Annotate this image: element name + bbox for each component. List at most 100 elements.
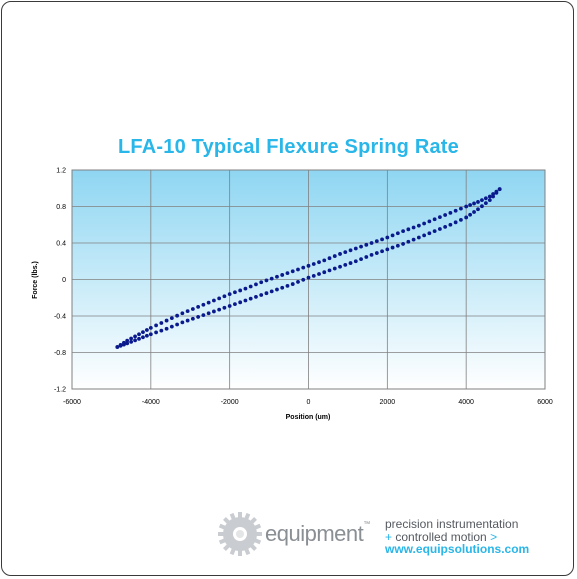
- data-points: [115, 187, 502, 349]
- x-axis-label: Position (um): [286, 414, 331, 421]
- data-point-marker: [427, 219, 432, 224]
- tagline-precision: precision instrumentation: [385, 517, 519, 531]
- data-point: [487, 194, 492, 199]
- data-point-marker: [264, 278, 269, 283]
- data-point: [338, 264, 342, 269]
- x-tick-label: 2000: [380, 399, 396, 406]
- y-tick-label: -1.2: [54, 387, 66, 394]
- data-point-marker: [364, 242, 369, 247]
- data-point-marker: [427, 231, 432, 236]
- x-tick-label: -2000: [221, 399, 239, 406]
- data-point: [275, 274, 279, 279]
- data-point-marker: [280, 285, 285, 290]
- data-point-marker: [248, 296, 253, 301]
- data-point-marker: [280, 273, 285, 277]
- data-point-marker: [217, 307, 222, 312]
- data-point-marker: [311, 262, 316, 266]
- data-point-marker: [343, 263, 348, 267]
- data-point-marker: [437, 227, 442, 231]
- data-point-marker: [327, 256, 332, 261]
- data-point-marker: [154, 323, 158, 328]
- data-point-marker: [494, 189, 499, 194]
- data-point: [353, 259, 358, 264]
- data-point-marker: [472, 210, 476, 214]
- data-point-marker: [129, 339, 134, 344]
- data-point: [448, 222, 453, 227]
- data-point: [338, 252, 342, 256]
- data-point: [196, 315, 201, 319]
- data-point-marker: [411, 237, 416, 242]
- data-point-marker: [468, 203, 473, 207]
- data-point-marker: [144, 333, 149, 338]
- data-point-marker: [201, 313, 206, 317]
- chart-title: LFA-10 Typical Flexure Spring Rate: [118, 136, 459, 158]
- data-point: [432, 229, 437, 234]
- data-point: [243, 286, 248, 291]
- data-point-marker: [264, 291, 269, 296]
- data-point-marker: [201, 302, 206, 307]
- data-point-marker: [254, 282, 258, 287]
- brand-name: equipment™: [265, 521, 370, 546]
- x-tick-label: -4000: [142, 399, 160, 406]
- data-point-marker: [175, 313, 180, 318]
- data-point-marker: [129, 336, 134, 341]
- data-point-marker: [185, 318, 190, 323]
- data-point: [464, 215, 469, 220]
- data-point: [227, 304, 232, 308]
- data-point-marker: [144, 328, 149, 332]
- data-point-marker: [406, 227, 411, 232]
- data-point: [290, 269, 295, 274]
- data-point-marker: [380, 237, 384, 242]
- data-point-marker: [332, 266, 337, 271]
- data-point: [432, 217, 437, 222]
- data-point: [416, 223, 421, 228]
- data-point-marker: [169, 316, 174, 321]
- x-tick-labels: -6000 -4000 -2000 0 2000 4000 6000: [63, 399, 553, 406]
- data-point: [476, 200, 480, 204]
- data-point: [164, 326, 169, 331]
- data-point-marker: [480, 198, 484, 203]
- data-point-marker: [374, 251, 379, 255]
- data-point-marker: [317, 272, 321, 276]
- data-point-marker: [468, 212, 473, 217]
- data-point: [259, 280, 264, 285]
- data-point-marker: [238, 288, 243, 293]
- data-point-marker: [269, 276, 274, 281]
- data-point-marker: [453, 220, 458, 225]
- data-point-marker: [222, 305, 227, 310]
- data-point: [148, 325, 153, 330]
- data-point: [196, 304, 201, 309]
- data-point-marker: [206, 300, 211, 305]
- y-tick-label: 1.2: [56, 168, 66, 175]
- data-point-marker: [169, 324, 174, 329]
- data-point-marker: [233, 290, 237, 295]
- data-point-marker: [141, 330, 145, 335]
- data-point-marker: [453, 208, 458, 213]
- data-point: [476, 207, 480, 212]
- data-point: [180, 311, 185, 316]
- data-point-marker: [332, 254, 337, 258]
- data-point: [306, 275, 311, 280]
- y-tick-label: 0: [62, 277, 66, 284]
- data-point-marker: [348, 248, 353, 253]
- data-point: [487, 198, 492, 203]
- data-point-marker: [133, 334, 137, 339]
- data-point-marker: [459, 206, 463, 211]
- y-tick-label: 0.8: [56, 204, 66, 211]
- x-tick-label: 0: [307, 399, 311, 406]
- data-point-marker: [390, 233, 395, 238]
- data-point: [290, 282, 295, 286]
- data-point: [416, 235, 421, 240]
- data-point-marker: [190, 316, 195, 321]
- data-point-marker: [254, 294, 258, 299]
- data-point-marker: [327, 268, 332, 273]
- data-point-marker: [317, 260, 321, 265]
- data-point: [401, 242, 405, 246]
- data-point-marker: [121, 340, 126, 345]
- data-point-marker: [217, 296, 222, 301]
- data-point-marker: [175, 322, 180, 327]
- data-point-marker: [443, 224, 448, 229]
- x-tick-label: 4000: [458, 399, 474, 406]
- website-link[interactable]: www.equipsolutions.com: [385, 542, 530, 556]
- data-point-marker: [343, 250, 348, 255]
